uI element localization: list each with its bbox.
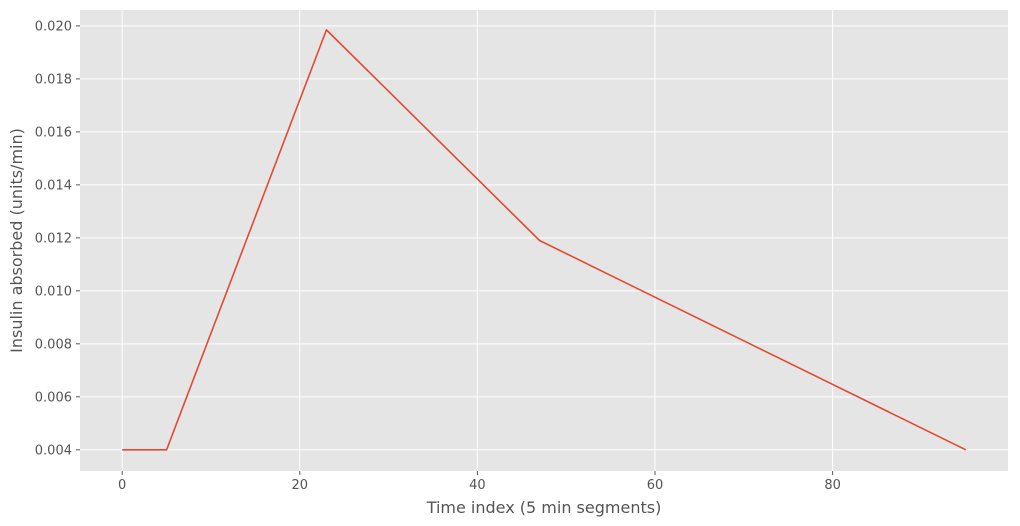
y-tick-label: 0.010 xyxy=(35,284,72,299)
y-tick-label: 0.014 xyxy=(35,178,72,193)
y-axis-label: Insulin absorbed (units/min) xyxy=(7,128,26,353)
y-tick-label: 0.008 xyxy=(35,337,72,352)
x-tick-label: 0 xyxy=(118,478,126,493)
series-group xyxy=(122,29,967,451)
x-tick-label: 60 xyxy=(647,478,664,493)
x-tick-label: 20 xyxy=(292,478,309,493)
y-tick-label: 0.004 xyxy=(35,443,72,458)
axis-ticks: 0 20 40 60 80 0.004 0.006 0.008 0.010 0.012 0.014 0… xyxy=(35,19,841,493)
grid-lines xyxy=(80,10,1008,471)
y-tick-label: 0.006 xyxy=(35,390,72,405)
y-tick-label: 0.016 xyxy=(35,125,72,140)
x-tick-label: 40 xyxy=(469,478,486,493)
y-tick-label: 0.018 xyxy=(35,72,72,87)
x-axis-label: Time index (5 min segments) xyxy=(426,498,662,517)
y-tick-label: 0.020 xyxy=(35,19,72,34)
y-tick-label: 0.012 xyxy=(35,231,72,246)
series-line xyxy=(122,29,967,451)
x-tick-label: 80 xyxy=(824,478,841,493)
